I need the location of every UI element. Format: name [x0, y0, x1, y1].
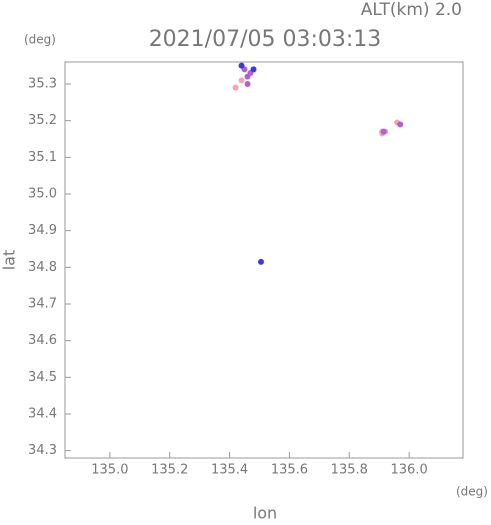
point	[232, 84, 239, 91]
y-tick-label: 34.5	[28, 370, 57, 385]
chart-title: 2021/07/05 03:03:13	[149, 27, 382, 52]
x-tick-label: 135.8	[331, 463, 368, 478]
x-tick-label: 135.6	[271, 463, 308, 478]
y-tick-label: 34.9	[28, 223, 57, 238]
y-tick-label: 35.2	[28, 113, 57, 128]
x-axis-label: lon	[253, 504, 277, 522]
y-tick-label: 35.1	[28, 150, 57, 165]
y-tick-label: 34.3	[28, 443, 57, 458]
x-unit: (deg)	[456, 485, 488, 499]
x-tick-label: 136.0	[391, 463, 428, 478]
x-tick-label: 135.2	[151, 463, 188, 478]
y-unit: (deg)	[24, 33, 56, 47]
y-tick-label: 34.4	[28, 407, 57, 422]
point	[244, 81, 251, 87]
point	[238, 62, 245, 69]
altitude-label: ALT(km) 2.0	[361, 0, 462, 20]
point	[250, 66, 257, 73]
x-tick-label: 135.4	[211, 463, 248, 478]
y-tick-label: 34.7	[28, 297, 57, 312]
y-tick-label: 35.3	[28, 77, 57, 92]
point	[380, 128, 387, 135]
plot-frame	[64, 61, 464, 459]
point	[238, 77, 245, 84]
y-tick-label: 35.0	[28, 187, 57, 202]
y-tick-label: 34.6	[28, 333, 57, 348]
point	[258, 258, 265, 265]
point	[397, 121, 404, 128]
y-axis-label: lat	[0, 250, 19, 271]
y-tick-label: 34.8	[28, 260, 57, 275]
x-tick-label: 135.0	[91, 463, 128, 478]
